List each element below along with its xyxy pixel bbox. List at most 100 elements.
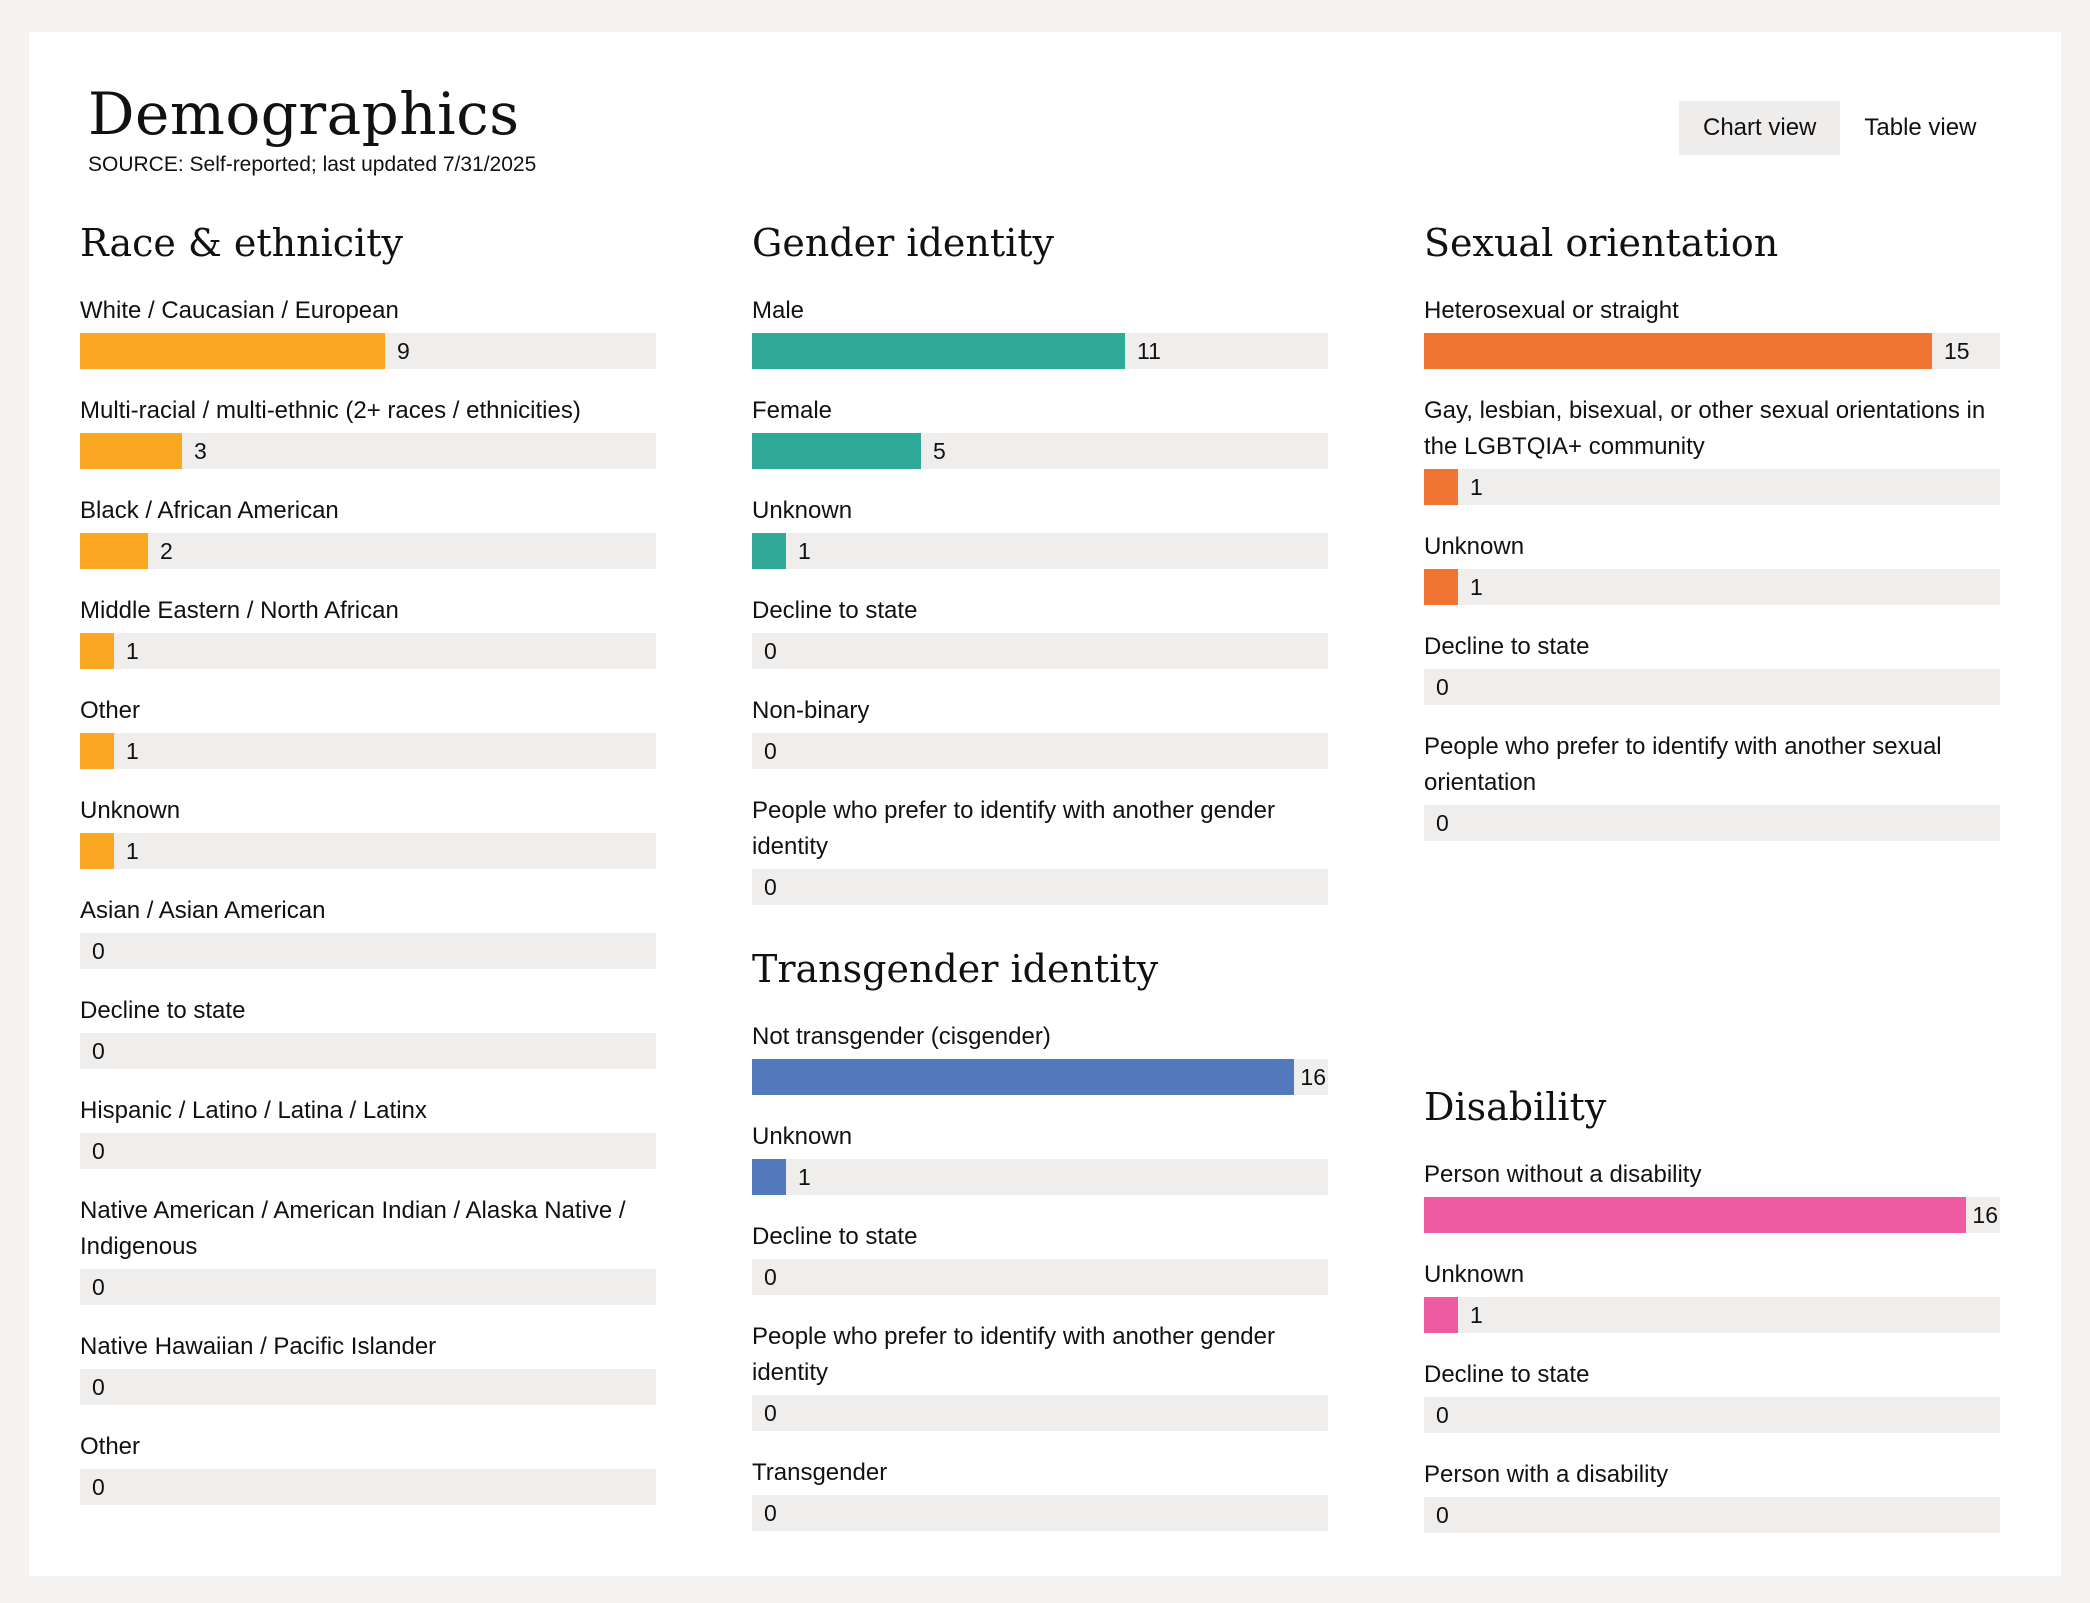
bar (80, 533, 148, 569)
chart-title: Disability (1424, 1085, 1607, 1129)
bar-track: 3 (80, 433, 656, 469)
bar-track: 9 (80, 333, 656, 369)
bar-value: 3 (194, 438, 207, 464)
bar-label: Other (80, 1433, 141, 1460)
bar-value: 1 (798, 538, 811, 564)
bar-track: 0 (80, 1469, 656, 1505)
bar-label: Hispanic / Latino / Latina / Latinx (80, 1097, 427, 1124)
bar-track: 11 (752, 333, 1328, 369)
bar (752, 533, 786, 569)
bar (1424, 569, 1458, 605)
bar (752, 333, 1125, 369)
bar-row: Non-binary 0 (752, 690, 1328, 769)
bar-track: 2 (80, 533, 656, 569)
bar-value: 0 (92, 1274, 105, 1300)
bar-track: 0 (80, 1133, 656, 1169)
chart-title: Race & ethnicity (80, 221, 403, 265)
bar-track: 0 (752, 1259, 1328, 1295)
bar-label: Asian / Asian American (80, 897, 326, 924)
bar-value: 0 (92, 1474, 105, 1500)
bar-value: 0 (764, 1500, 777, 1526)
bar (80, 333, 385, 369)
bar-value: 0 (764, 738, 777, 764)
bar-track: 1 (752, 533, 1328, 569)
bar-track: 0 (752, 1395, 1328, 1431)
bar-label: People who prefer to identify with anoth… (752, 797, 1275, 860)
bar-value: 0 (92, 1038, 105, 1064)
bar (1424, 333, 1932, 369)
bar-label: Unknown (752, 497, 853, 524)
bar-value: 0 (92, 1374, 105, 1400)
bar-value: 0 (1436, 674, 1449, 700)
bar-value: 1 (798, 1164, 811, 1190)
bar (80, 633, 114, 669)
chart-transgender-identity: Transgender identity Not transgender (cis… (752, 944, 1328, 1552)
bar-track: 1 (80, 633, 656, 669)
bar-label: Decline to state (752, 1223, 918, 1250)
table-view-button[interactable]: Table view (1840, 101, 2000, 155)
bar-value: 0 (1436, 1402, 1449, 1428)
bar-row: Unknown 1 (752, 1116, 1328, 1195)
page-title: Demographics (88, 80, 520, 148)
bar-value: 0 (764, 1264, 777, 1290)
bar-label: Unknown (1424, 1261, 1525, 1288)
bar-label: Middle Eastern / North African (80, 597, 399, 624)
bar-track: 1 (1424, 1297, 2000, 1333)
bar-row: Decline to state 0 (80, 990, 656, 1069)
bar-value: 1 (126, 638, 139, 664)
chart-view-button[interactable]: Chart view (1679, 101, 1841, 155)
bar-row: Unknown 1 (80, 790, 656, 869)
bar-label: Black / African American (80, 497, 339, 524)
bar-row: Black / African American 2 (80, 490, 656, 569)
bar-track: 0 (80, 1369, 656, 1405)
bar-row: Male 11 (752, 290, 1328, 369)
bar-row: Native American / American Indian / Alas… (80, 1190, 656, 1305)
bar-label: Male (752, 297, 805, 324)
chart-gender-identity: Gender identity Male 11 Female 5 Unknown 1 Decl… (752, 218, 1328, 926)
bar-label: Unknown (1424, 533, 1525, 560)
bar-track: 0 (752, 633, 1328, 669)
bar-label: Non-binary (752, 697, 870, 724)
bar-row: People who prefer to identify with anoth… (752, 790, 1328, 905)
bar-value: 0 (764, 1400, 777, 1426)
bar-value: 1 (126, 738, 139, 764)
bar-label: People who prefer to identify with anoth… (752, 1323, 1275, 1386)
bar-label: Native Hawaiian / Pacific Islander (80, 1333, 437, 1360)
bar-row: People who prefer to identify with anoth… (752, 1316, 1328, 1431)
view-toggle: Chart view Table view (1679, 101, 2000, 155)
bar-label: Female (752, 397, 833, 424)
bar-track: 0 (752, 869, 1328, 905)
bar-track: 0 (1424, 1497, 2000, 1533)
bar-row: Decline to state 0 (1424, 1354, 2000, 1433)
chart-title: Gender identity (752, 221, 1054, 265)
bar-track: 0 (1424, 805, 2000, 841)
bar-value: 11 (1137, 338, 1161, 364)
bar-row: White / Caucasian / European 9 (80, 290, 656, 369)
bar-label: Person with a disability (1424, 1461, 1669, 1488)
bar-row: Middle Eastern / North African 1 (80, 590, 656, 669)
bar-value: 16 (1972, 1202, 1998, 1228)
bar-label: People who prefer to identify with anoth… (1424, 733, 1942, 796)
bar-track: 0 (1424, 669, 2000, 705)
bar-row: Heterosexual or straight 15 (1424, 290, 2000, 369)
bar-row: Hispanic / Latino / Latina / Latinx 0 (80, 1090, 656, 1169)
bar-value: 0 (764, 874, 777, 900)
bar-label: Other (80, 697, 141, 724)
chart-race-ethnicity: Race & ethnicity White / Caucasian / Euro… (80, 218, 656, 1526)
bar-label: Native American / American Indian / Alas… (80, 1197, 626, 1260)
bar-row: Asian / Asian American 0 (80, 890, 656, 969)
bar-track: 5 (752, 433, 1328, 469)
bar-row: Female 5 (752, 390, 1328, 469)
bar (752, 433, 921, 469)
bar-track: 16 (1424, 1197, 2000, 1233)
bar-row: Person without a disability 16 (1424, 1154, 2000, 1233)
bar-value: 0 (92, 938, 105, 964)
bar-track: 1 (752, 1159, 1328, 1195)
bar-label: Not transgender (cisgender) (752, 1023, 1051, 1050)
bar-track: 0 (80, 1269, 656, 1305)
bar-track: 1 (80, 833, 656, 869)
bar (752, 1159, 786, 1195)
bar-value: 0 (764, 638, 777, 664)
bar (752, 1059, 1294, 1095)
bar-value: 1 (1470, 574, 1483, 600)
